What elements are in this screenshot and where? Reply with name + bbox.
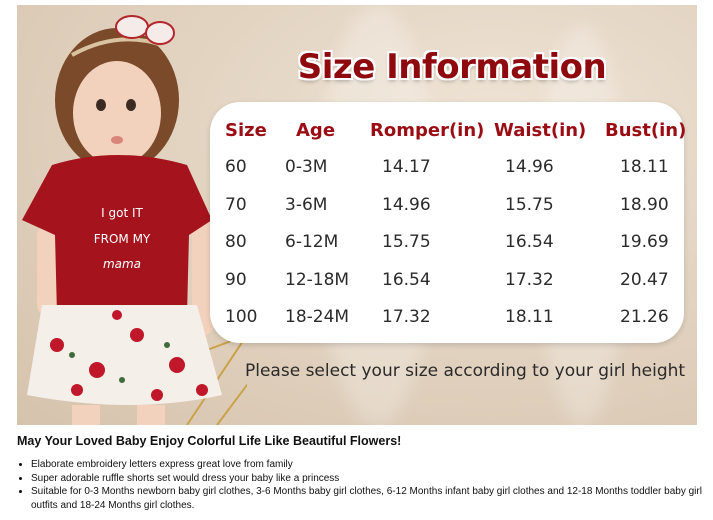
cell-bust: 18.90 [620, 194, 669, 215]
cell-size: 80 [225, 232, 247, 252]
red-romper [22, 155, 212, 315]
cell-waist: 16.54 [505, 232, 554, 252]
size-chart-banner: I got IT FROM MY mama Size Information S… [17, 5, 697, 425]
header-bust: Bust(in) [605, 120, 687, 141]
shirt-text-line: mama [103, 257, 141, 271]
bow-icon [115, 15, 175, 45]
shirt-text-line: FROM MY [94, 232, 151, 246]
cell-age: 18-24M [285, 307, 350, 327]
size-note: Please select your size according to you… [245, 361, 686, 381]
cell-size: 60 [225, 157, 247, 177]
table-row: 90 12-18M 16.54 17.32 20.47 [210, 270, 684, 300]
cell-bust: 18.11 [620, 157, 669, 177]
feature-bullet: Super adorable ruffle shorts set would d… [31, 472, 707, 486]
cell-waist: 18.11 [505, 307, 554, 327]
cell-age: 12-18M [285, 269, 350, 290]
banner-title: Size Information [297, 47, 607, 87]
cell-romper: 16.54 [382, 269, 431, 290]
cell-bust: 20.47 [620, 269, 669, 290]
cell-waist: 17.32 [505, 269, 554, 290]
floral-skirt [27, 305, 222, 405]
table-row: 80 6-12M 15.75 16.54 19.69 [210, 232, 684, 262]
cell-age: 0-3M [285, 157, 328, 177]
table-row: 60 0-3M 14.17 14.96 18.11 [210, 157, 684, 187]
girl-photo: I got IT FROM MY mama [22, 15, 247, 425]
cell-size: 70 [225, 194, 247, 215]
description-heading: May Your Loved Baby Enjoy Colorful Life … [17, 434, 402, 448]
header-age: Age [296, 120, 336, 141]
feature-bullet: Elaborate embroidery letters express gre… [31, 458, 707, 472]
cell-romper: 14.17 [382, 157, 431, 177]
cell-size: 90 [225, 269, 247, 290]
feature-list: Elaborate embroidery letters express gre… [17, 458, 707, 512]
header-size: Size [225, 120, 267, 141]
header-romper: Romper(in) [370, 120, 485, 141]
cell-age: 6-12M [285, 232, 339, 252]
cell-romper: 17.32 [382, 307, 431, 327]
feature-bullet: Suitable for 0-3 Months newborn baby gir… [31, 485, 707, 512]
table-header-row: Size Age Romper(in) Waist(in) Bust(in) [210, 120, 687, 150]
cell-waist: 14.96 [505, 157, 554, 177]
cell-age: 3-6M [285, 194, 328, 215]
cell-bust: 19.69 [620, 232, 669, 252]
cell-waist: 15.75 [505, 194, 554, 215]
cell-size: 100 [225, 307, 258, 327]
product-description: May Your Loved Baby Enjoy Colorful Life … [17, 434, 707, 512]
table-row: 70 3-6M 14.96 15.75 18.90 [210, 195, 684, 225]
cell-bust: 21.26 [620, 307, 669, 327]
shirt-text-line: I got IT [101, 206, 143, 220]
size-table: Size Age Romper(in) Waist(in) Bust(in) 6… [210, 102, 687, 343]
header-waist: Waist(in) [494, 120, 587, 141]
cell-romper: 15.75 [382, 232, 431, 252]
face [73, 61, 161, 165]
table-row: 100 18-24M 17.32 18.11 21.26 [210, 307, 684, 337]
cell-romper: 14.96 [382, 194, 431, 215]
